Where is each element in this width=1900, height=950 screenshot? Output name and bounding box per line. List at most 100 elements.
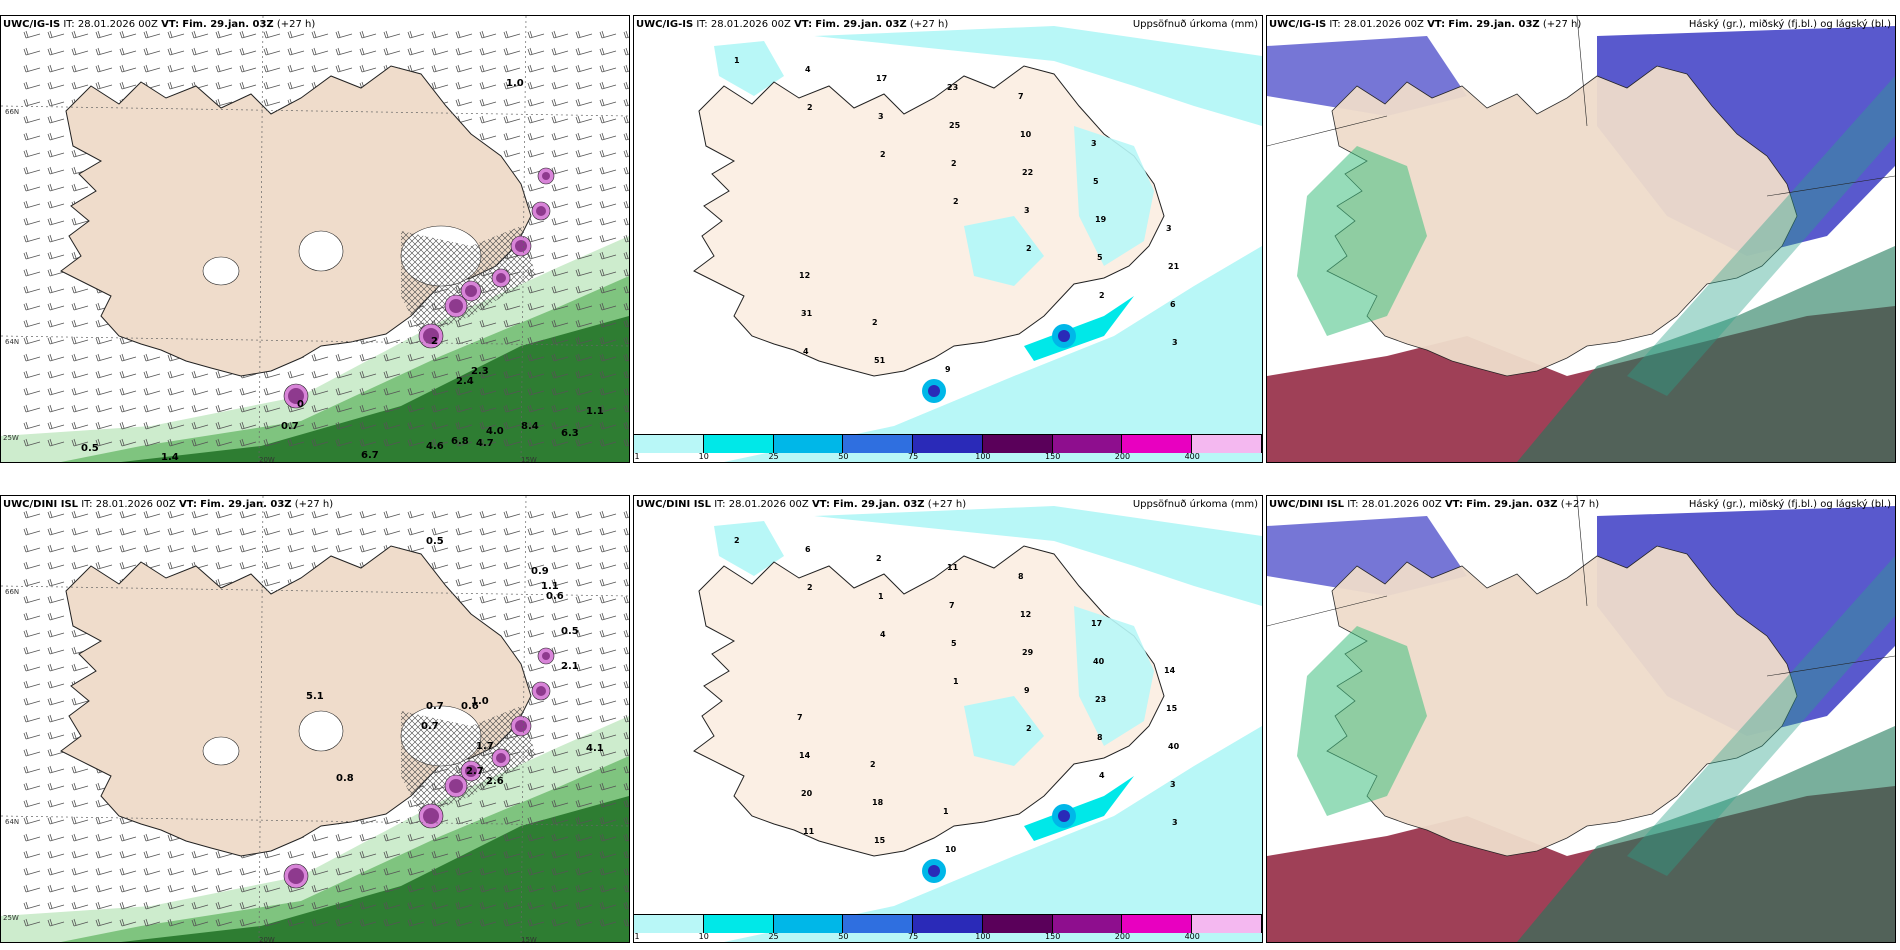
- it-label: IT:: [714, 499, 726, 510]
- contour-value-label: 1.0: [506, 78, 524, 89]
- lead-time: (+27 h): [927, 499, 967, 510]
- panel-header: UWC/IG-IS IT: 28.01.2026 00Z VT: Fim. 29…: [3, 19, 315, 30]
- precip-value-label: 3: [1172, 818, 1178, 827]
- colorbar-ticks: 1 10 25 50 75 100 150 200 400: [634, 452, 1262, 462]
- colorbar-swatch: [913, 915, 983, 933]
- precip-value-label: 3: [1170, 780, 1176, 789]
- precip-value-label: 3: [1172, 338, 1178, 347]
- precip-blob-core: [288, 388, 304, 404]
- precip-value-label: 2: [1026, 244, 1032, 253]
- model-name: UWC/IG-IS: [636, 19, 694, 30]
- colorbar-tick: 50: [838, 452, 849, 461]
- colorbar-swatch: [1052, 435, 1123, 453]
- it-value: 28.01.2026 00Z: [1361, 499, 1442, 510]
- precip-blob-core: [449, 779, 463, 793]
- high-cloud-area: [1627, 76, 1895, 396]
- precip-value-label: 18: [872, 798, 884, 807]
- colorbar-tick: 150: [1045, 932, 1061, 941]
- model-name: UWC/DINI ISL: [1269, 499, 1345, 510]
- precip-blob-core: [465, 285, 477, 297]
- graticule-line: [520, 496, 527, 942]
- precip-blob-core: [542, 172, 550, 180]
- contour-value-label: 6.8: [451, 436, 469, 447]
- precip-blob-core: [423, 808, 439, 824]
- precip-blob-core: [465, 765, 477, 777]
- panel-right-title: Háský (gr.), miðský (fj.bl.) og lágský (…: [1688, 19, 1891, 30]
- axis-label: 66N: [5, 108, 20, 116]
- precip-value-label: 5: [951, 639, 957, 648]
- model-name: UWC/DINI ISL: [3, 499, 79, 510]
- panel-header: UWC/DINI ISL IT: 28.01.2026 00Z VT: Fim.…: [3, 499, 333, 510]
- precip-area: [724, 726, 1262, 942]
- contour-value-label: 0.6: [546, 591, 564, 602]
- glacier: [298, 710, 344, 752]
- colorbar-swatch: [1052, 915, 1123, 933]
- colorbar-tick: 1: [634, 452, 640, 461]
- precip-area: [724, 246, 1262, 462]
- precip-value-label: 6: [1170, 300, 1176, 309]
- contour-value-label: 4.6: [426, 441, 444, 452]
- contour-value-label: 0.6: [461, 701, 479, 712]
- boundary-line: [1766, 175, 1895, 197]
- contour-value-label: 0.5: [81, 443, 99, 454]
- colorbar-swatch: [913, 435, 983, 453]
- glacier: [202, 256, 240, 286]
- precip-blob-core: [1058, 810, 1070, 822]
- colorbar-swatch: [703, 915, 774, 933]
- colorbar-tick: 100: [975, 452, 991, 461]
- precip-value-label: 9: [945, 365, 951, 374]
- axis-label: 64N: [5, 818, 20, 826]
- colorbar-swatch: [634, 435, 704, 453]
- precip-value-label: 7: [1018, 92, 1024, 101]
- boundary-line: [1576, 16, 1588, 127]
- vt-value: Fim. 29.jan. 03Z: [1448, 19, 1540, 30]
- high-cloud-area: [1297, 146, 1427, 336]
- precip-value-label: 14: [1164, 666, 1176, 675]
- colorbar-tick: 10: [698, 452, 709, 461]
- precip-value-label: 3: [1166, 224, 1172, 233]
- contour-value-label: 2.6: [486, 776, 504, 787]
- model-name: UWC/IG-IS: [3, 19, 61, 30]
- precip-area: [1074, 126, 1154, 266]
- colorbar-swatch: [982, 435, 1053, 453]
- colorbar-swatch: [1122, 435, 1193, 453]
- precip-blob-core: [1058, 330, 1070, 342]
- precip-value-label: 23: [1095, 695, 1107, 704]
- precip-value-label: 40: [1168, 742, 1180, 751]
- precip-value-label: 4: [805, 65, 811, 74]
- glacier: [298, 230, 344, 272]
- colorbar-tick: 50: [838, 932, 849, 941]
- precip-value-label: 10: [1020, 130, 1032, 139]
- contour-value-label: 0.7: [426, 701, 444, 712]
- precip-value-label: 5: [1097, 253, 1103, 262]
- precip-value-label: 2: [872, 318, 878, 327]
- cloud-map-svg: [1267, 496, 1895, 942]
- glacier: [202, 736, 240, 766]
- colorbar-ticks: 1 10 25 50 75 100 150 200 400: [634, 932, 1262, 942]
- vt-value: Fim. 29.jan. 03Z: [200, 499, 292, 510]
- colorbar-tick: 75: [908, 452, 919, 461]
- colorbar-tick: 10: [698, 932, 709, 941]
- precip-blob-core: [288, 868, 304, 884]
- boundary-line: [1766, 655, 1895, 677]
- precip-value-label: 11: [947, 563, 959, 572]
- precip-value-label: 17: [1091, 619, 1103, 628]
- colorbar-swatch: [773, 915, 844, 933]
- precip-value-label: 5: [1093, 177, 1099, 186]
- it-value: 28.01.2026 00Z: [710, 19, 791, 30]
- lead-time: (+27 h): [1542, 19, 1582, 30]
- precip-value-label: 2: [876, 554, 882, 563]
- precip-value-label: 3: [1091, 139, 1097, 148]
- precip-value-label: 29: [1022, 648, 1034, 657]
- precip-value-label: 1: [943, 807, 949, 816]
- colorbar-swatches: [634, 914, 1262, 933]
- precip-value-label: 20: [801, 789, 813, 798]
- contour-value-label: 5.1: [306, 691, 324, 702]
- map-panel-igis-precip: 1 2 2 2 2 2 3 4 3 2 3 5 6 4 17 25 22 19 21 31 51 23 10 5 3 12 2 9 7 3…: [633, 15, 1263, 463]
- colorbar: 1 10 25 50 75 100 150 200 400: [634, 434, 1262, 462]
- precip-value-label: 4: [803, 347, 809, 356]
- precip-blob-core: [496, 753, 506, 763]
- precip-value-label: 8: [1097, 733, 1103, 742]
- precip-blob-core: [928, 385, 940, 397]
- precip-area: [964, 696, 1044, 766]
